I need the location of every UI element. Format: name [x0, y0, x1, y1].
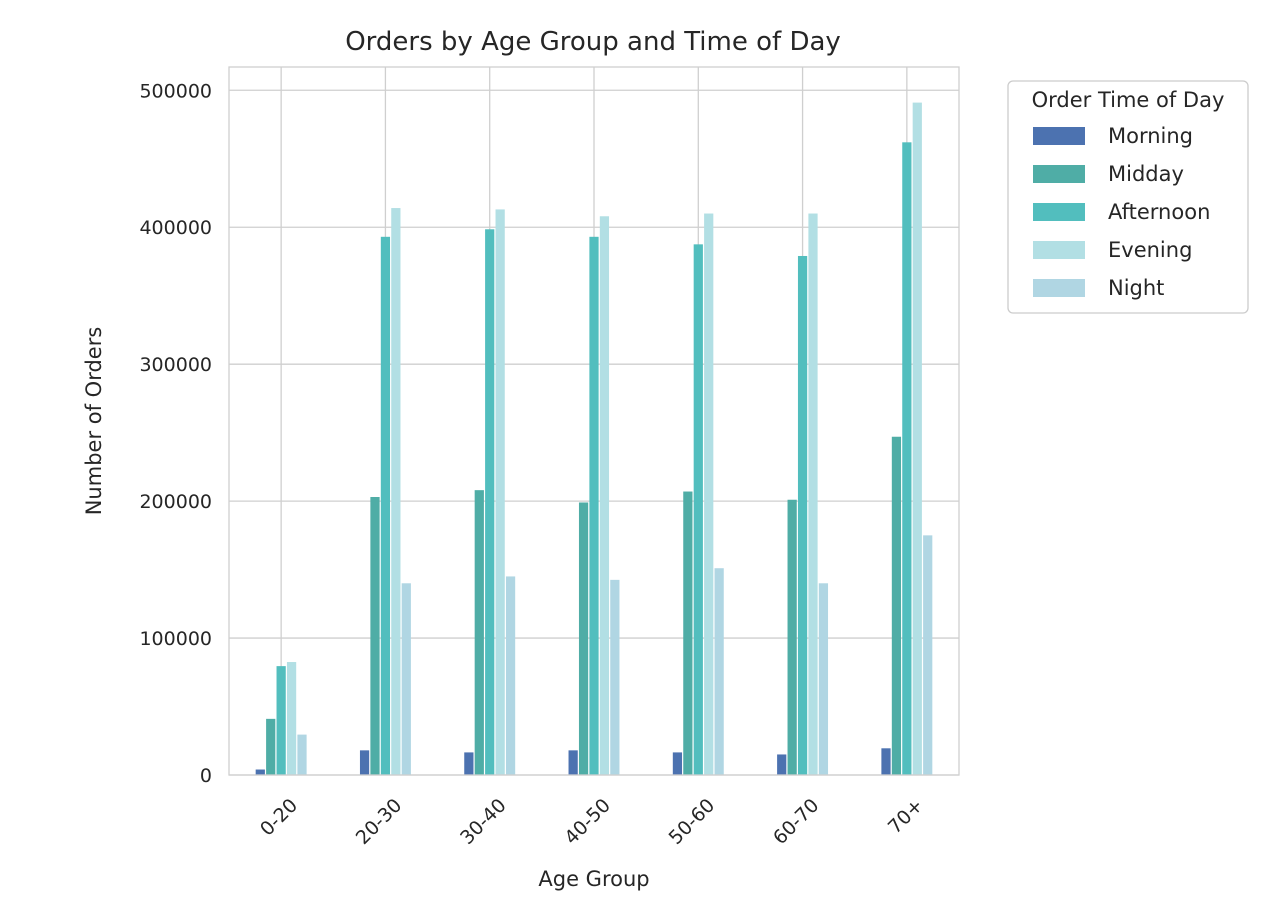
y-tick-label: 500000: [139, 80, 212, 102]
legend-label-evening: Evening: [1108, 238, 1192, 262]
bar-midday-50-60: [683, 491, 693, 775]
y-tick-label: 0: [200, 765, 212, 787]
bar-afternoon-0-20: [276, 666, 286, 775]
bar-night-50-60: [714, 568, 724, 775]
legend-swatch-midday: [1033, 165, 1085, 183]
bar-night-40-50: [610, 579, 620, 775]
x-tick-label: 20-30: [352, 794, 407, 849]
bar-night-60-70: [818, 583, 829, 775]
bars-layer: [255, 102, 933, 776]
bar-morning-20-30: [359, 750, 370, 775]
legend-swatch-night: [1033, 279, 1085, 297]
legend-label-afternoon: Afternoon: [1108, 200, 1210, 224]
bar-afternoon-40-50: [589, 236, 599, 776]
bar-morning-70+: [881, 748, 891, 775]
legend-swatch-morning: [1033, 127, 1085, 145]
bar-night-30-40: [505, 576, 516, 775]
bar-midday-0-20: [266, 718, 276, 775]
bar-afternoon-70+: [902, 142, 912, 775]
legend-label-morning: Morning: [1108, 124, 1193, 148]
bar-midday-20-30: [370, 497, 380, 775]
bar-evening-60-70: [808, 213, 818, 776]
x-tick-label: 40-50: [560, 794, 615, 849]
plot-frame: [228, 66, 960, 776]
bar-evening-30-40: [495, 209, 505, 776]
legend: Order Time of Day Morning Midday Afternoon…: [1007, 80, 1249, 314]
x-tick-label: 70+: [884, 794, 928, 838]
y-tick-label: 200000: [139, 491, 212, 513]
bar-night-70+: [923, 535, 933, 775]
bar-afternoon-60-70: [797, 255, 808, 775]
bar-evening-40-50: [599, 216, 610, 775]
legend-label-midday: Midday: [1108, 162, 1184, 186]
bar-evening-50-60: [704, 213, 714, 776]
bar-morning-60-70: [777, 754, 787, 775]
legend-label-night: Night: [1108, 276, 1164, 300]
bar-afternoon-20-30: [380, 236, 391, 776]
x-ticks: 0-20 20-30 30-40 40-50 50-60 60-70 70+: [256, 794, 928, 849]
legend-title: Order Time of Day: [1032, 88, 1225, 112]
bar-evening-70+: [912, 102, 922, 776]
bar-morning-0-20: [255, 769, 265, 775]
chart-title: Orders by Age Group and Time of Day: [345, 27, 841, 57]
bar-evening-20-30: [391, 208, 401, 775]
bar-morning-50-60: [672, 752, 683, 775]
bar-morning-40-50: [568, 750, 578, 775]
x-axis-label: Age Group: [538, 867, 649, 891]
bar-evening-0-20: [286, 662, 297, 775]
y-tick-label: 100000: [139, 628, 212, 650]
legend-swatch-afternoon: [1033, 203, 1085, 221]
x-tick-label: 50-60: [665, 794, 720, 849]
x-tick-label: 30-40: [456, 794, 511, 849]
y-tick-label: 400000: [139, 217, 212, 239]
bar-afternoon-50-60: [693, 244, 703, 776]
bar-midday-70+: [891, 436, 902, 775]
bar-midday-30-40: [474, 490, 484, 775]
bar-morning-30-40: [464, 752, 474, 775]
bar-afternoon-30-40: [485, 229, 495, 775]
bar-night-20-30: [401, 583, 411, 775]
legend-items: Morning Midday Afternoon Evening Night: [1033, 124, 1210, 300]
bar-midday-40-50: [578, 502, 589, 775]
bar-midday-60-70: [787, 499, 797, 775]
x-tick-label: 0-20: [256, 794, 302, 840]
y-ticks: 0 100000 200000 300000 400000 500000: [139, 80, 212, 787]
y-tick-label: 300000: [139, 354, 212, 376]
y-axis-label: Number of Orders: [82, 327, 106, 516]
x-tick-label: 60-70: [769, 794, 824, 849]
legend-swatch-evening: [1033, 241, 1085, 259]
bar-night-0-20: [297, 734, 307, 775]
